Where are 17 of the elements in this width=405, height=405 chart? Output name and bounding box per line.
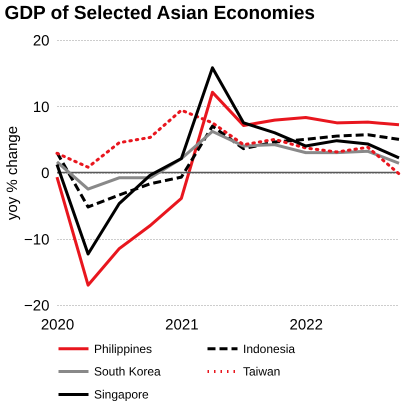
y-tick-label: −10 <box>24 231 50 248</box>
y-axis-title: yoy % change <box>4 126 22 220</box>
line-series <box>56 66 400 256</box>
line-series <box>56 90 400 287</box>
x-tick-label: 2021 <box>165 316 199 334</box>
chart-title: GDP of Selected Asian Economies <box>4 3 315 24</box>
x-tick-label: 2022 <box>290 316 323 334</box>
legend-label: South Korea <box>94 364 162 378</box>
y-tick-label: 10 <box>32 98 50 116</box>
x-tick-label: 2020 <box>40 316 74 334</box>
legend-label: Singapore <box>94 388 150 402</box>
legend-label: Indonesia <box>243 342 296 356</box>
y-tick-label: −20 <box>24 298 50 314</box>
legend-label: Philippines <box>94 342 152 356</box>
y-tick-label: 0 <box>41 165 50 182</box>
y-tick-label: 20 <box>32 32 50 50</box>
legend-label: Taiwan <box>243 364 280 378</box>
